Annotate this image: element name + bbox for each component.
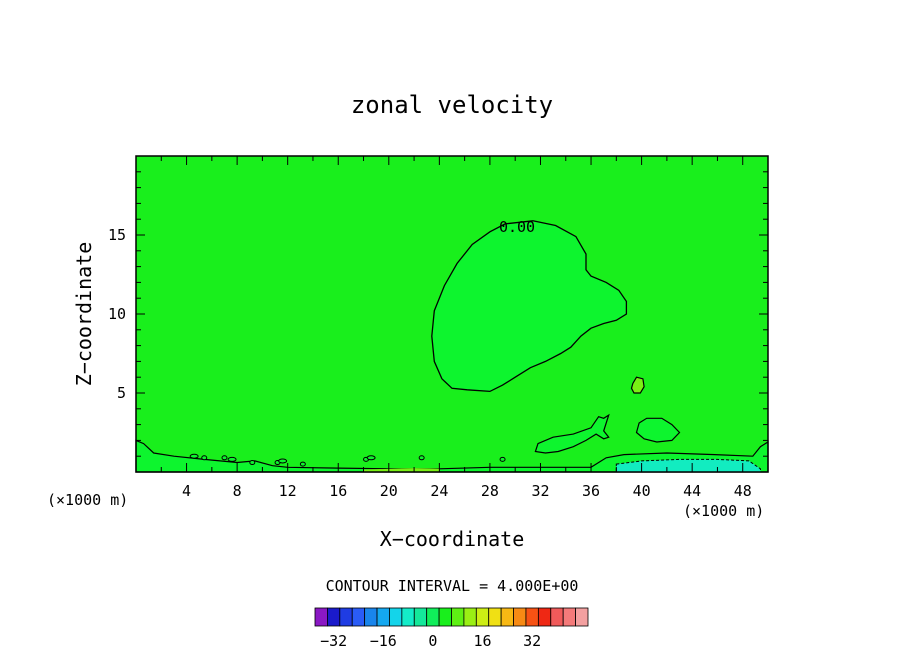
contour-region-surface [534,413,610,454]
x-tick-label: 44 [683,482,701,500]
colorbar [314,607,589,627]
colorbar-swatch [401,607,415,627]
x-tick-label: 24 [430,482,448,500]
x-tick-label: 28 [481,482,499,500]
colorbar-swatch [451,607,465,627]
x-tick-label: 40 [633,482,651,500]
y-tick-label: 10 [108,305,126,323]
contour-speck [189,453,199,459]
contour-speck [227,456,237,462]
chart-title: zonal velocity [351,91,553,119]
x-tick-label: 4 [182,482,191,500]
contour-specks [189,453,506,467]
colorbar-tick-label: −32 [320,632,347,650]
contour-band-lime [363,468,440,472]
y-axis-title: Z−coordinate [72,242,96,387]
colorbar-swatch [537,607,552,627]
contour-label: 0.00 [499,218,535,236]
colorbar-swatch [513,607,527,627]
x-unit-left: (×1000 m) [47,491,128,509]
colorbar-swatch [376,607,390,627]
contour-interval: CONTOUR INTERVAL = 4.000E+00 [326,577,579,595]
colorbar-swatch [488,607,502,627]
colorbar-swatch [389,607,403,627]
contour-speck [418,455,425,461]
x-tick-label: 48 [734,482,752,500]
x-tick-label: 36 [582,482,600,500]
contour-speck [201,455,208,461]
colorbar-swatch [525,607,539,627]
contour-speck [221,455,228,461]
colorbar-swatch [413,607,428,627]
x-axis-title: X−coordinate [380,527,525,551]
colorbar-swatch [562,607,576,627]
colorbar-swatch [327,607,341,627]
colorbar-tick-label: 0 [428,632,437,650]
colorbar-swatch [475,607,490,627]
colorbar-swatch [314,607,328,627]
x-unit-right: (×1000 m) [683,502,764,520]
colorbar-swatch [463,607,477,627]
colorbar-tick-label: 32 [523,632,541,650]
x-tick-label: 20 [380,482,398,500]
colorbar-tick-label: −16 [370,632,397,650]
colorbar-swatch [500,607,514,627]
contour-region-positive [630,376,645,394]
contour-speck [249,460,256,466]
contour-speck [366,455,376,461]
colorbar-swatch [364,607,378,627]
colorbar-swatch [438,607,452,627]
colorbar-swatch [351,607,366,627]
y-tick-label: 15 [108,226,126,244]
colorbar-swatch [426,607,440,627]
x-tick-label: 16 [329,482,347,500]
contour-speck [299,461,306,467]
x-tick-label: 32 [531,482,549,500]
x-tick-label: 8 [233,482,242,500]
y-tick-label: 5 [117,384,126,402]
colorbar-swatch [550,607,564,627]
contour-speck [278,458,288,464]
colorbar-swatch [339,607,353,627]
y-axis-ticks: 5 10 15 [108,171,768,457]
contour-region-main [431,220,628,393]
colorbar-swatch [575,607,589,627]
colorbar-tick-labels: −32 −16 0 16 32 [320,632,541,650]
x-axis-ticks: 4 8 12 16 20 24 28 32 36 40 44 48 [160,156,752,500]
colorbar-tick-label: 16 [473,632,491,650]
contour-region-right [635,417,681,443]
contour-speck [499,456,506,462]
x-tick-label: 12 [279,482,297,500]
contour-band-right [615,458,761,473]
